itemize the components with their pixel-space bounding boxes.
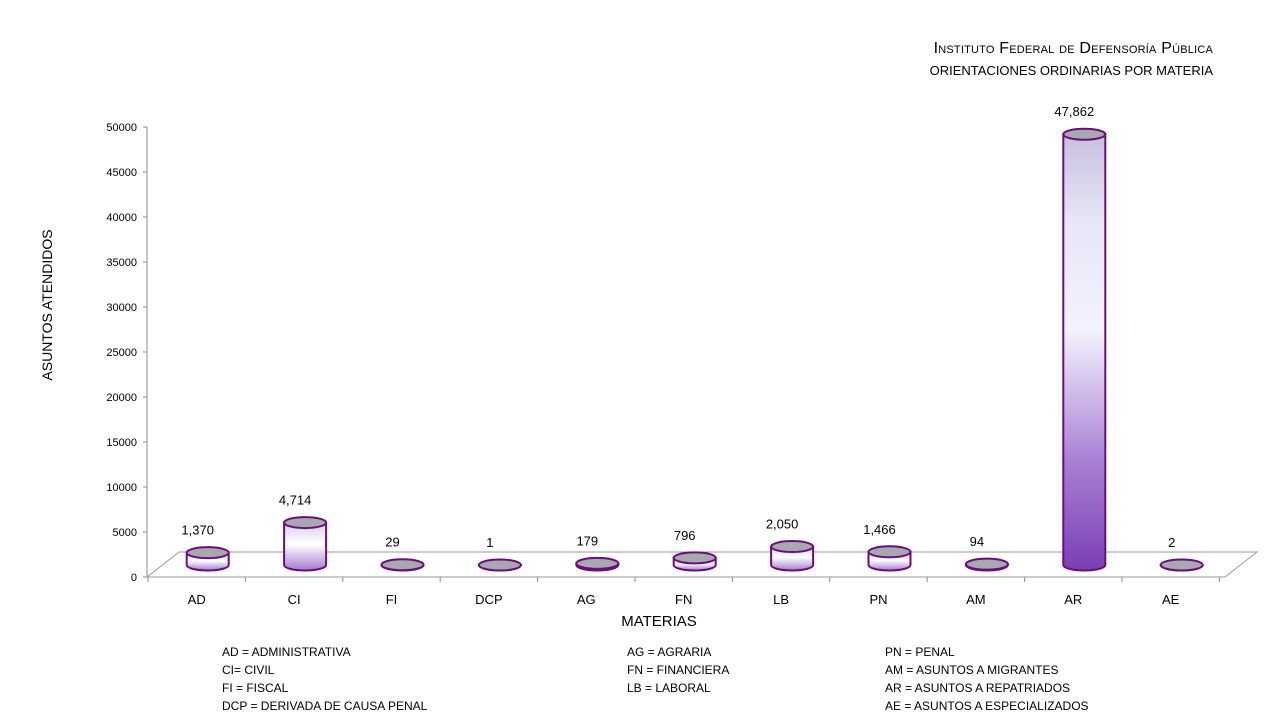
bar xyxy=(1159,558,1204,572)
x-tick-label: DCP xyxy=(475,592,502,607)
legend-entry: AD = ADMINISTRATIVA xyxy=(222,645,351,659)
legend-entry: AE = ASUNTOS A ESPECIALIZADOS xyxy=(885,699,1089,713)
data-label: 1,370 xyxy=(181,523,214,538)
bar-cap xyxy=(1159,558,1204,572)
y-tick-label: 35000 xyxy=(106,257,137,269)
data-label: 179 xyxy=(576,533,598,548)
y-tick-label: 15000 xyxy=(106,437,137,449)
bar-cap xyxy=(575,556,620,570)
y-axis-label: ASUNTOS ATENDIDOS xyxy=(39,229,55,380)
y-tick-label: 40000 xyxy=(106,212,137,224)
x-tick-label: AR xyxy=(1064,592,1082,607)
y-tick-label: 0 xyxy=(131,572,137,584)
x-tick-label: FI xyxy=(386,592,398,607)
bar xyxy=(964,557,1009,572)
bar xyxy=(672,551,717,572)
x-tick-label: PN xyxy=(869,592,887,607)
bar-cap xyxy=(283,516,328,530)
legend-entry: AM = ASUNTOS A MIGRANTES xyxy=(885,663,1059,677)
legend-entry: PN = PENAL xyxy=(885,645,955,659)
legend-entry: CI= CIVIL xyxy=(222,663,275,677)
legend-entry: AR = ASUNTOS A REPATRIADOS xyxy=(885,681,1071,695)
x-tick-label: LB xyxy=(773,592,789,607)
x-tick-label: CI xyxy=(288,592,301,607)
x-tick-label: AD xyxy=(188,592,206,607)
bar-cap xyxy=(867,545,912,559)
bar xyxy=(283,516,328,572)
bar-body xyxy=(770,545,815,572)
y-tick-label: 20000 xyxy=(106,392,137,404)
y-tick-label: 30000 xyxy=(106,302,137,314)
legend-entry: FI = FISCAL xyxy=(222,681,289,695)
bar xyxy=(477,558,522,572)
bar-cap xyxy=(477,558,522,572)
chart-subtitle: ORIENTACIONES ORDINARIAS POR MATERIA xyxy=(929,63,1213,78)
chart-title-block: Instituto Federal de Defensoría Pública … xyxy=(930,38,1213,82)
data-label: 796 xyxy=(674,528,696,543)
y-tick-label: 5000 xyxy=(113,527,137,539)
legend-column-1: AD = ADMINISTRATIVA CI= CIVIL FI = FISCAL D… xyxy=(222,643,427,715)
y-tick-label: 25000 xyxy=(106,347,137,359)
legend-column-3: PN = PENAL AM = ASUNTOS A MIGRANTES AR = A… xyxy=(885,643,1089,715)
x-axis-label: MATERIAS xyxy=(621,613,697,630)
data-label: 2,050 xyxy=(766,517,799,532)
bar-body xyxy=(283,521,328,572)
y-tick-label: 10000 xyxy=(106,482,137,494)
legend-entry: LB = LABORAL xyxy=(627,681,711,695)
x-tick-label: FN xyxy=(675,592,692,607)
bar-cap xyxy=(672,551,717,565)
bar-cap xyxy=(1062,127,1107,141)
data-label: 1 xyxy=(486,535,493,550)
y-tick-label: 50000 xyxy=(106,122,137,134)
bar xyxy=(380,558,425,572)
bar xyxy=(575,556,620,572)
bar-cap xyxy=(185,546,230,560)
bar xyxy=(1062,127,1107,572)
data-label: 1,466 xyxy=(863,522,896,537)
legend-entry: AG = AGRARIA xyxy=(627,645,712,659)
chart-title: Instituto Federal de Defensoría Pública xyxy=(933,40,1213,57)
data-label: 47,862 xyxy=(1054,104,1094,119)
bar-body xyxy=(1062,133,1107,572)
x-tick-label: AG xyxy=(577,592,596,607)
x-tick-label: AM xyxy=(966,592,986,607)
bar xyxy=(770,540,815,572)
data-label: 94 xyxy=(970,534,984,549)
data-label: 4,714 xyxy=(279,493,312,508)
y-tick-label: 45000 xyxy=(106,167,137,179)
data-label: 2 xyxy=(1168,535,1175,550)
bar-chart: 0 5000 10000 15000 20000 25000 30000 35000 40000… xyxy=(39,104,1259,630)
data-label: 29 xyxy=(385,535,399,550)
legend-entry: FN = FINANCIERA xyxy=(627,663,730,677)
bar-cap xyxy=(380,558,425,572)
bar-cap xyxy=(770,540,815,554)
bar-cap xyxy=(964,557,1009,571)
bar xyxy=(185,546,230,572)
legend-column-2: AG = AGRARIA FN = FINANCIERA LB = LABORAL xyxy=(627,643,729,697)
x-tick-label: AE xyxy=(1162,592,1180,607)
legend-entry: DCP = DERIVADA DE CAUSA PENAL xyxy=(222,699,428,713)
bar xyxy=(867,545,912,572)
